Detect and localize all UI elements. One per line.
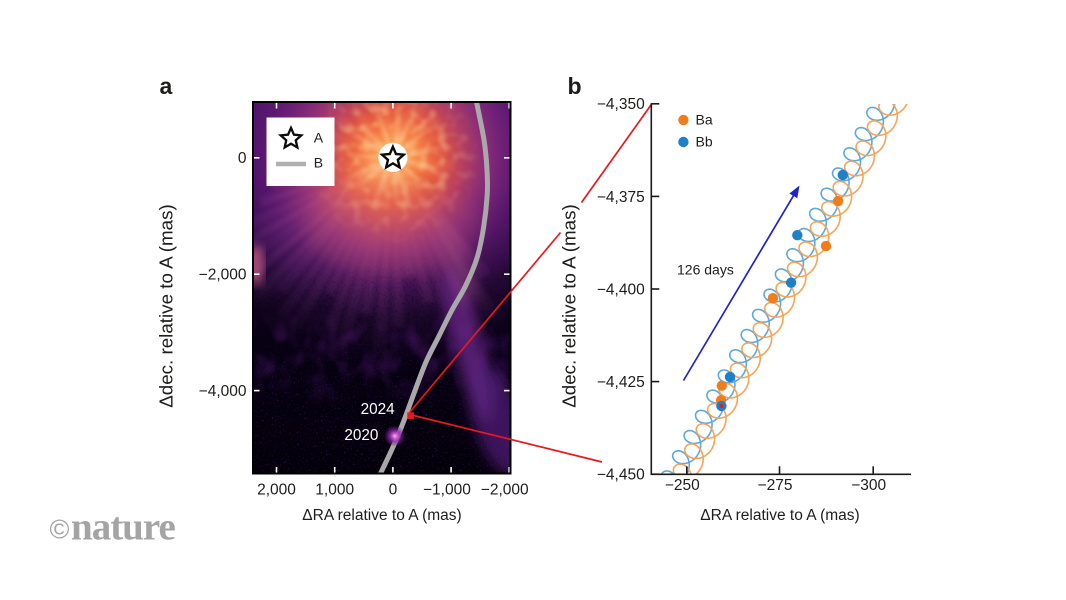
svg-text:©: © (50, 515, 70, 545)
svg-text:Ba: Ba (696, 112, 713, 128)
svg-text:ΔRA relative to A (mas): ΔRA relative to A (mas) (700, 507, 859, 524)
svg-text:2020: 2020 (344, 427, 378, 444)
svg-text:−4,350: −4,350 (597, 96, 645, 113)
svg-text:−4,400: −4,400 (597, 281, 645, 298)
svg-text:A: A (314, 129, 324, 145)
svg-text:−250: −250 (665, 477, 700, 494)
svg-text:Δdec. relative to A (mas): Δdec. relative to A (mas) (559, 204, 580, 408)
svg-text:2024: 2024 (361, 401, 396, 418)
svg-text:a: a (160, 73, 173, 99)
svg-text:−4,450: −4,450 (597, 467, 645, 484)
svg-text:1,000: 1,000 (315, 482, 354, 499)
svg-text:ΔRA relative to A (mas): ΔRA relative to A (mas) (302, 507, 461, 524)
svg-text:−4,375: −4,375 (597, 189, 645, 206)
svg-text:−4,000: −4,000 (199, 383, 247, 400)
svg-text:−300: −300 (851, 477, 886, 494)
svg-text:−2,000: −2,000 (199, 267, 247, 284)
svg-text:−1,000: −1,000 (423, 482, 471, 499)
svg-text:126 days: 126 days (677, 262, 734, 278)
svg-text:Bb: Bb (696, 134, 713, 150)
svg-text:nature: nature (71, 506, 175, 549)
svg-text:−2,000: −2,000 (481, 482, 529, 499)
svg-text:−4,425: −4,425 (597, 374, 645, 391)
svg-text:2,000: 2,000 (257, 482, 296, 499)
svg-text:0: 0 (389, 482, 398, 499)
svg-text:b: b (568, 73, 582, 99)
svg-text:0: 0 (238, 150, 247, 167)
svg-text:−275: −275 (758, 477, 793, 494)
svg-text:B: B (314, 154, 323, 170)
svg-text:Δdec. relative to A (mas): Δdec. relative to A (mas) (156, 204, 177, 408)
